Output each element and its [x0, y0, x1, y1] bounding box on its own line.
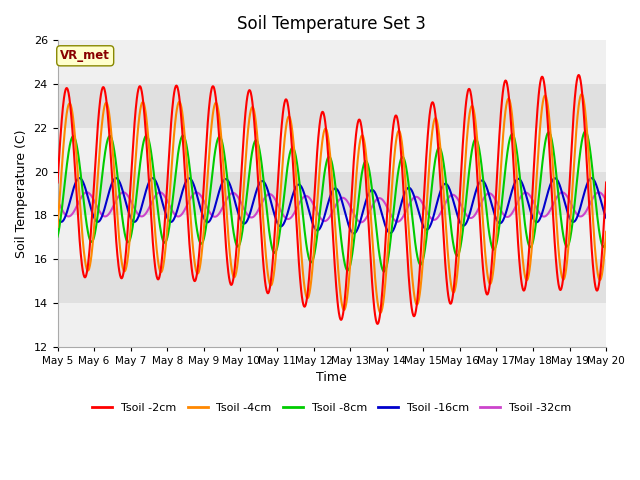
- Title: Soil Temperature Set 3: Soil Temperature Set 3: [237, 15, 426, 33]
- Legend: Tsoil -2cm, Tsoil -4cm, Tsoil -8cm, Tsoil -16cm, Tsoil -32cm: Tsoil -2cm, Tsoil -4cm, Tsoil -8cm, Tsoi…: [88, 398, 576, 417]
- Y-axis label: Soil Temperature (C): Soil Temperature (C): [15, 129, 28, 258]
- X-axis label: Time: Time: [316, 372, 348, 384]
- Bar: [58, 40, 606, 84]
- Text: VR_met: VR_met: [60, 49, 110, 62]
- Bar: [58, 303, 606, 347]
- Bar: [58, 259, 606, 303]
- Bar: [58, 128, 606, 171]
- Bar: [58, 216, 606, 259]
- Bar: [58, 84, 606, 128]
- Bar: [58, 171, 606, 216]
